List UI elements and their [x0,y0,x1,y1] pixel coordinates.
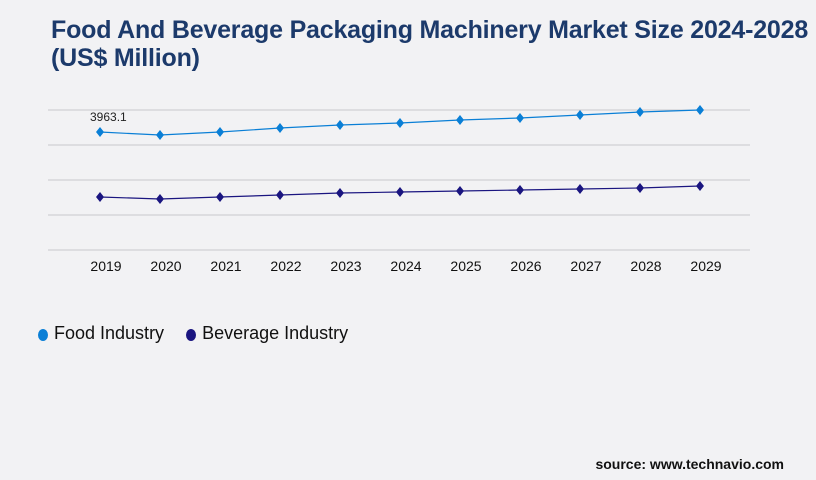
data-point [396,118,404,129]
data-point [336,187,344,198]
legend-marker-food [38,329,48,341]
data-point [456,185,464,196]
data-point [276,190,284,201]
data-point [456,115,464,126]
data-point [576,184,584,195]
data-label: 3963.1 [90,110,127,124]
x-tick-label: 2026 [510,258,541,274]
data-point [516,185,524,196]
data-point [516,113,524,124]
x-tick-label: 2027 [570,258,601,274]
data-point [696,105,704,115]
x-tick-label: 2023 [330,258,361,274]
data-point [216,192,224,203]
data-point [636,107,644,118]
x-tick-label: 2028 [630,258,661,274]
data-point [336,120,344,131]
legend: Food Industry Beverage Industry [38,323,348,344]
x-tick-label: 2021 [210,258,241,274]
chart-title: Food And Beverage Packaging Machinery Ma… [51,16,809,72]
x-tick-label: 2029 [690,258,721,274]
x-tick-label: 2020 [150,258,181,274]
legend-item-beverage: Beverage Industry [186,323,348,344]
legend-label-food: Food Industry [54,323,165,343]
x-tick-label: 2024 [390,258,421,274]
line-chart: 2019 2020 2021 2022 2023 2024 2025 2026 2027 2028… [48,105,750,274]
legend-label-beverage: Beverage Industry [202,323,349,343]
x-tick-label: 2019 [90,258,121,274]
legend-item-food: Food Industry [38,323,164,344]
data-point [636,182,644,193]
data-point [216,127,224,138]
x-tick-label: 2025 [450,258,481,274]
x-tick-label: 2022 [270,258,301,274]
data-point [96,192,104,203]
data-point [156,130,164,141]
legend-marker-beverage [186,329,197,341]
data-point [396,187,404,198]
data-point [156,194,164,205]
source-note: source: www.technavio.com [595,456,784,472]
data-point [696,180,704,191]
data-point [96,127,104,138]
data-point [276,123,284,134]
data-point [576,110,584,121]
